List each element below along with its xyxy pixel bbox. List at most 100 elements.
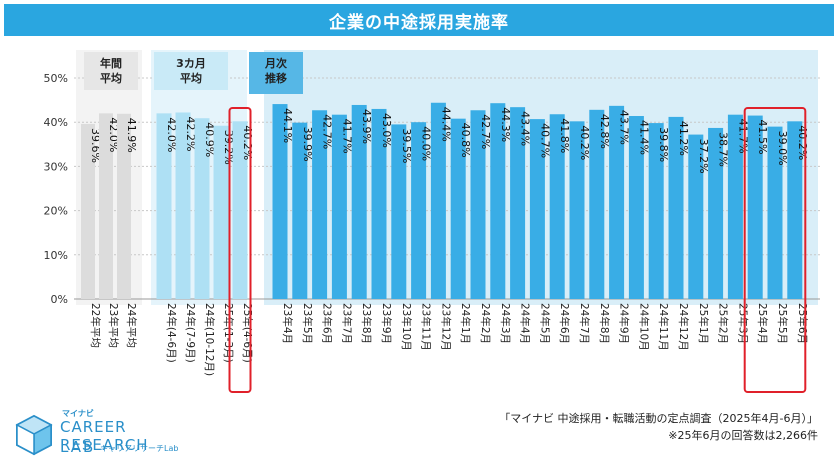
y-tick-label: 40%: [44, 116, 68, 129]
category-label: 24年10月: [637, 303, 650, 351]
value-label: 40.7%: [538, 123, 551, 158]
value-label: 40.2%: [796, 125, 809, 160]
y-tick-label: 30%: [44, 160, 68, 173]
category-label: 24年7月: [578, 303, 591, 344]
bar: [569, 121, 585, 299]
category-label: 23年8月: [360, 303, 373, 344]
value-label: 40.2%: [578, 125, 591, 160]
value-label: 43.0%: [380, 113, 393, 148]
category-label: 23年10月: [400, 303, 413, 351]
bar: [727, 114, 743, 299]
category-label: 23年11月: [420, 303, 433, 351]
source-note: 「マイナビ 中途採用・転職活動の定点調査（2025年4月-6月）」 ※25年6月…: [499, 410, 818, 444]
category-label: 23年7月: [340, 303, 353, 344]
bar: [117, 113, 131, 299]
bar: [156, 113, 172, 299]
value-label: 41.8%: [558, 118, 571, 153]
category-label: 23年12月: [439, 303, 452, 351]
value-label: 39.9%: [301, 127, 314, 162]
chart-panel: 0% 10% 20% 30% 40% 50% 39.6% 22年平均 42.0% 23年平均 41.…: [4, 40, 834, 395]
value-label: 41.5%: [756, 120, 769, 155]
logo-sub-text: キャリアリサーチLab: [100, 444, 179, 453]
bar: [194, 118, 210, 299]
category-label: 25年1月: [697, 303, 710, 344]
category-label: 23年9月: [380, 303, 393, 344]
bar: [609, 105, 625, 299]
category-label: 24年4月: [519, 303, 532, 344]
category-label: 25年3月: [736, 303, 749, 344]
category-label: 24年(4-6月): [165, 303, 178, 363]
bar: [430, 102, 446, 299]
category-label: 22年平均: [89, 303, 102, 348]
category-label: 23年5月: [301, 303, 314, 344]
category-label: 23年4月: [281, 303, 294, 344]
value-label: 42.7%: [479, 114, 492, 149]
category-label: 24年(7-9月): [184, 303, 197, 363]
bar: [371, 108, 387, 299]
source-line-2: ※25年6月の回答数は2,266件: [668, 429, 818, 442]
value-label: 43.4%: [519, 111, 532, 146]
category-label: 25年2月: [717, 303, 730, 344]
y-tick-label: 0%: [51, 293, 68, 306]
y-tick-label: 10%: [44, 249, 68, 262]
category-label: 24年5月: [538, 303, 551, 344]
bar: [331, 114, 347, 299]
bar: [81, 123, 95, 299]
y-tick-label: 50%: [44, 72, 68, 85]
title-bar: 企業の中途採用実施率: [4, 4, 834, 36]
bar: [292, 122, 308, 299]
value-label: 41.7%: [736, 119, 749, 154]
bar: [628, 116, 644, 300]
value-label: 39.5%: [400, 128, 413, 163]
value-label: 38.7%: [717, 132, 730, 167]
category-label: 25年6月: [796, 303, 809, 344]
value-label: 39.8%: [657, 127, 670, 162]
chart-title: 企業の中途採用実施率: [329, 12, 509, 33]
bar: [99, 113, 113, 299]
category-label: 23年平均: [107, 303, 120, 348]
value-label: 42.0%: [165, 117, 178, 152]
bar: [450, 118, 466, 299]
bar: [510, 107, 526, 299]
highlight-box-monthly: [743, 107, 807, 393]
category-label: 24年1月: [459, 303, 472, 344]
logo-mynavi-text: マイナビ: [62, 409, 94, 418]
category-label: 24年3月: [499, 303, 512, 344]
value-label: 41.7%: [340, 119, 353, 154]
category-label: 24年9月: [618, 303, 631, 344]
career-research-lab-logo: マイナビ CAREER RESEARCH LAB キャリアリサーチLab: [14, 408, 214, 460]
value-label: 43.9%: [360, 109, 373, 144]
category-label: 23年6月: [321, 303, 334, 344]
category-label: 25年(4-6月): [241, 303, 254, 363]
value-label: 40.2%: [241, 125, 254, 160]
category-label: 24年12月: [677, 303, 690, 351]
bar: [688, 134, 704, 299]
value-label: 41.9%: [125, 118, 138, 153]
category-label: 24年8月: [598, 303, 611, 344]
bar: [213, 125, 229, 300]
value-label: 40.8%: [459, 123, 472, 158]
y-tick-label: 20%: [44, 205, 68, 218]
logo-lab-text: LAB: [60, 438, 96, 456]
value-label: 42.8%: [598, 114, 611, 149]
bar: [411, 122, 427, 299]
group-label-monthly: 月次 推移: [249, 52, 303, 94]
bar: [767, 126, 783, 300]
value-label: 42.7%: [321, 114, 334, 149]
value-label: 39.0%: [776, 131, 789, 166]
value-label: 39.6%: [89, 128, 102, 163]
value-label: 42.2%: [184, 116, 197, 151]
bar: [549, 114, 565, 299]
value-label: 37.2%: [697, 139, 710, 174]
value-label: 44.3%: [499, 107, 512, 142]
value-label: 43.7%: [618, 110, 631, 145]
category-label: 24年2月: [479, 303, 492, 344]
bar: [351, 104, 367, 299]
bar: [747, 115, 763, 299]
bar: [668, 116, 684, 299]
category-label: 24年平均: [125, 303, 138, 348]
bar: [232, 121, 248, 299]
category-label: 24年(10-12月): [203, 303, 216, 376]
value-label: 40.9%: [203, 122, 216, 157]
bar: [529, 119, 545, 299]
